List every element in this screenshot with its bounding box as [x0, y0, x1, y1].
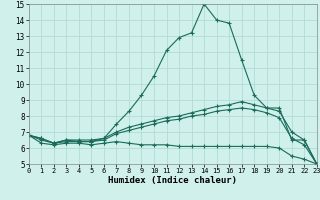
X-axis label: Humidex (Indice chaleur): Humidex (Indice chaleur) [108, 176, 237, 185]
